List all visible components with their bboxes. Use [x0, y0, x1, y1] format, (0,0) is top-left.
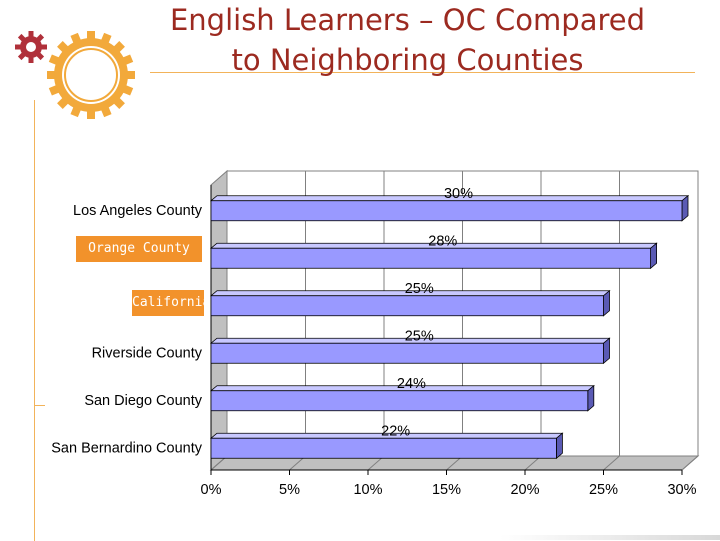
- highlight-california: California: [132, 290, 210, 316]
- x-tick-label: 10%: [353, 482, 382, 498]
- decorative-bracket: [34, 405, 45, 541]
- data-label: 24%: [397, 376, 426, 392]
- bar-end: [587, 384, 595, 412]
- bar: [210, 295, 604, 317]
- bar-end: [556, 432, 563, 460]
- x-tick-label: 0%: [201, 482, 222, 498]
- category-label: San Bernardino County: [51, 440, 202, 456]
- data-label: 25%: [405, 281, 434, 297]
- bar: [210, 247, 652, 269]
- decorative-vertical-line: [34, 100, 35, 540]
- bar-end: [603, 337, 610, 365]
- x-tick-label: 15%: [432, 482, 461, 498]
- bar-end: [603, 289, 610, 317]
- bar-end: [681, 194, 689, 222]
- data-label: 22%: [381, 423, 410, 439]
- x-tick-label: 5%: [279, 482, 300, 498]
- floor-gridline: [603, 455, 620, 471]
- category-label: Los Angeles County: [73, 203, 203, 219]
- bar: [210, 200, 683, 222]
- page-title: English Learners – OC Compared to Neighb…: [125, 0, 690, 80]
- bar: [210, 437, 557, 459]
- decorative-horizontal-line: [150, 72, 695, 73]
- highlight-orange-county: Orange County: [76, 236, 202, 262]
- floor-gridline: [681, 455, 699, 471]
- x-tick-label: 30%: [667, 482, 696, 498]
- small-gear-icon: [15, 31, 47, 63]
- bar: [210, 390, 589, 412]
- category-label: San Diego County: [84, 393, 202, 409]
- x-tick-label: 25%: [589, 482, 618, 498]
- x-tick-label: 20%: [510, 482, 539, 498]
- footer-bar: [500, 535, 720, 540]
- bar-end: [650, 242, 657, 270]
- data-label: 25%: [405, 328, 434, 344]
- bar: [210, 342, 604, 364]
- data-label: 28%: [428, 233, 457, 249]
- title-line-1: English Learners – OC Compared: [169, 3, 646, 37]
- category-label: Riverside County: [92, 345, 203, 361]
- title-line-2: to Neighboring Counties: [231, 43, 584, 77]
- large-gear-icon: [47, 31, 135, 119]
- data-label: 30%: [444, 186, 473, 202]
